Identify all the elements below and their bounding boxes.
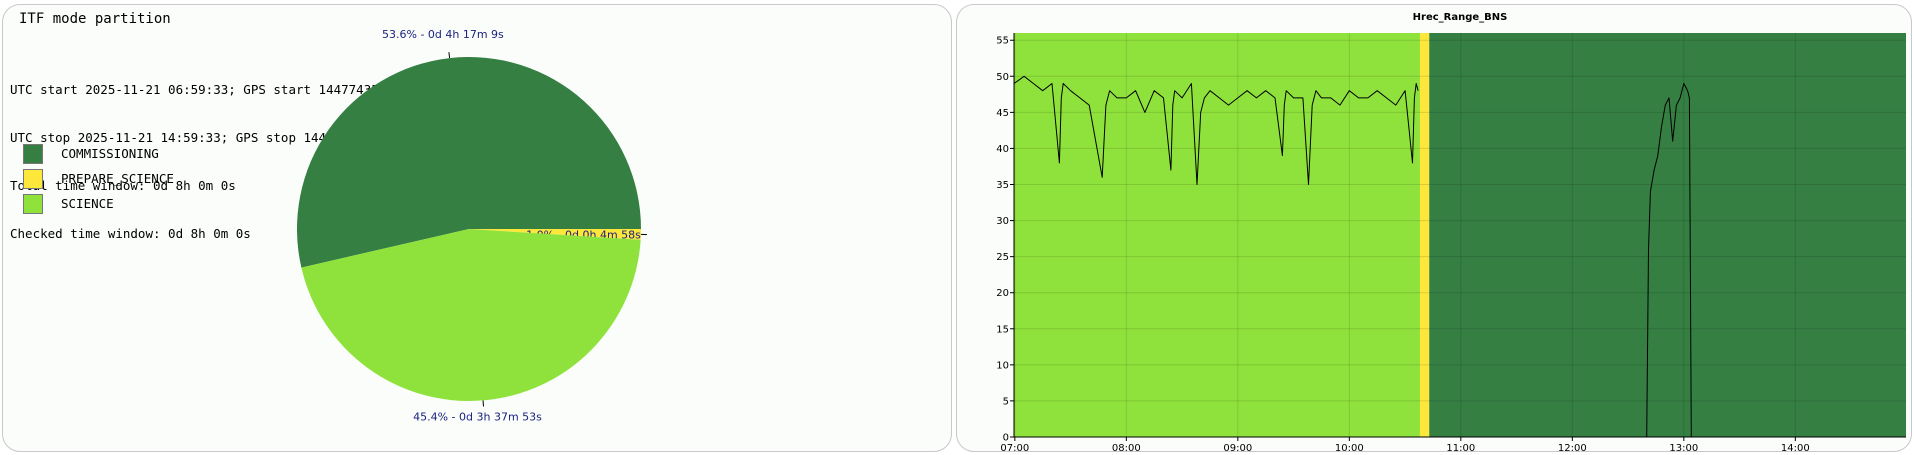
info-line: Checked time window: 0d 8h 0m 0s xyxy=(10,226,251,241)
y-tick-label: 15 xyxy=(996,324,1009,335)
x-tick-label: 08:00 xyxy=(1112,443,1141,452)
x-tick-label: 14:00 xyxy=(1781,443,1810,452)
y-tick-label: 25 xyxy=(996,252,1009,263)
legend-item-prepare-science: PREPARE_SCIENCE xyxy=(23,166,174,191)
y-tick-label: 55 xyxy=(996,36,1009,47)
pie-label-leader xyxy=(448,52,451,59)
legend-swatch xyxy=(23,193,43,214)
y-tick-label: 10 xyxy=(996,360,1009,371)
x-tick-label: 13:00 xyxy=(1669,443,1698,452)
line-chart-panel: Hrec_Range_BNS 0 5 10 15 20 25 30 35 40 45 50 55 07:0… xyxy=(956,4,1912,452)
pie-legend: COMMISSIONING PREPARE_SCIENCE SCIENCE xyxy=(23,141,174,216)
y-tick-label: 20 xyxy=(996,288,1009,299)
y-tick-label: 50 xyxy=(996,72,1009,83)
legend-label: SCIENCE xyxy=(61,196,114,211)
state-band-commissioning xyxy=(1429,33,1906,437)
x-tick-label: 07:00 xyxy=(1000,443,1029,452)
range-series-line xyxy=(1646,83,1692,438)
pie-chart-panel: ITF mode partition UTC start 2025-11-21 … xyxy=(2,4,952,452)
line-chart: Hrec_Range_BNS 0 5 10 15 20 25 30 35 40 45 50 55 07:0… xyxy=(996,12,1906,452)
x-tick-label: 11:00 xyxy=(1446,443,1475,452)
y-tick-label: 35 xyxy=(996,180,1009,191)
x-tick-label: 09:00 xyxy=(1223,443,1252,452)
line-chart-title: Hrec_Range_BNS xyxy=(1413,12,1508,23)
state-band-science xyxy=(1014,33,1420,437)
state-band-prepare-science xyxy=(1419,33,1430,437)
pie-slice-prepare-science xyxy=(469,229,641,240)
y-tick-label: 30 xyxy=(996,216,1009,227)
legend-swatch xyxy=(23,168,43,189)
pie-slice-science xyxy=(301,229,641,402)
legend-item-commissioning: COMMISSIONING xyxy=(23,141,174,166)
range-series-line xyxy=(1013,75,1419,185)
pie-slice-label: 45.4% - 0d 3h 37m 53s xyxy=(413,410,542,423)
pie-chart: 53.6% - 0d 4h 17m 9s1.0% - 0d 0h 4m 58s4… xyxy=(297,28,647,423)
legend-label: PREPARE_SCIENCE xyxy=(61,171,174,186)
legend-swatch xyxy=(23,143,43,164)
y-tick-label: 45 xyxy=(996,108,1009,119)
pie-slice-commissioning xyxy=(297,57,641,268)
y-tick-label: 5 xyxy=(1003,396,1009,407)
x-tick-label: 12:00 xyxy=(1558,443,1587,452)
pie-chart-title: ITF mode partition xyxy=(19,11,171,27)
info-line: Total time window: 0d 8h 0m 0s xyxy=(10,178,236,193)
y-tick-label: 0 xyxy=(1003,433,1009,444)
legend-label: COMMISSIONING xyxy=(61,146,159,161)
y-tick-label: 40 xyxy=(996,144,1009,155)
legend-item-science: SCIENCE xyxy=(23,191,174,216)
pie-slice-label: 53.6% - 0d 4h 17m 9s xyxy=(382,28,504,41)
x-tick-label: 10:00 xyxy=(1335,443,1364,452)
